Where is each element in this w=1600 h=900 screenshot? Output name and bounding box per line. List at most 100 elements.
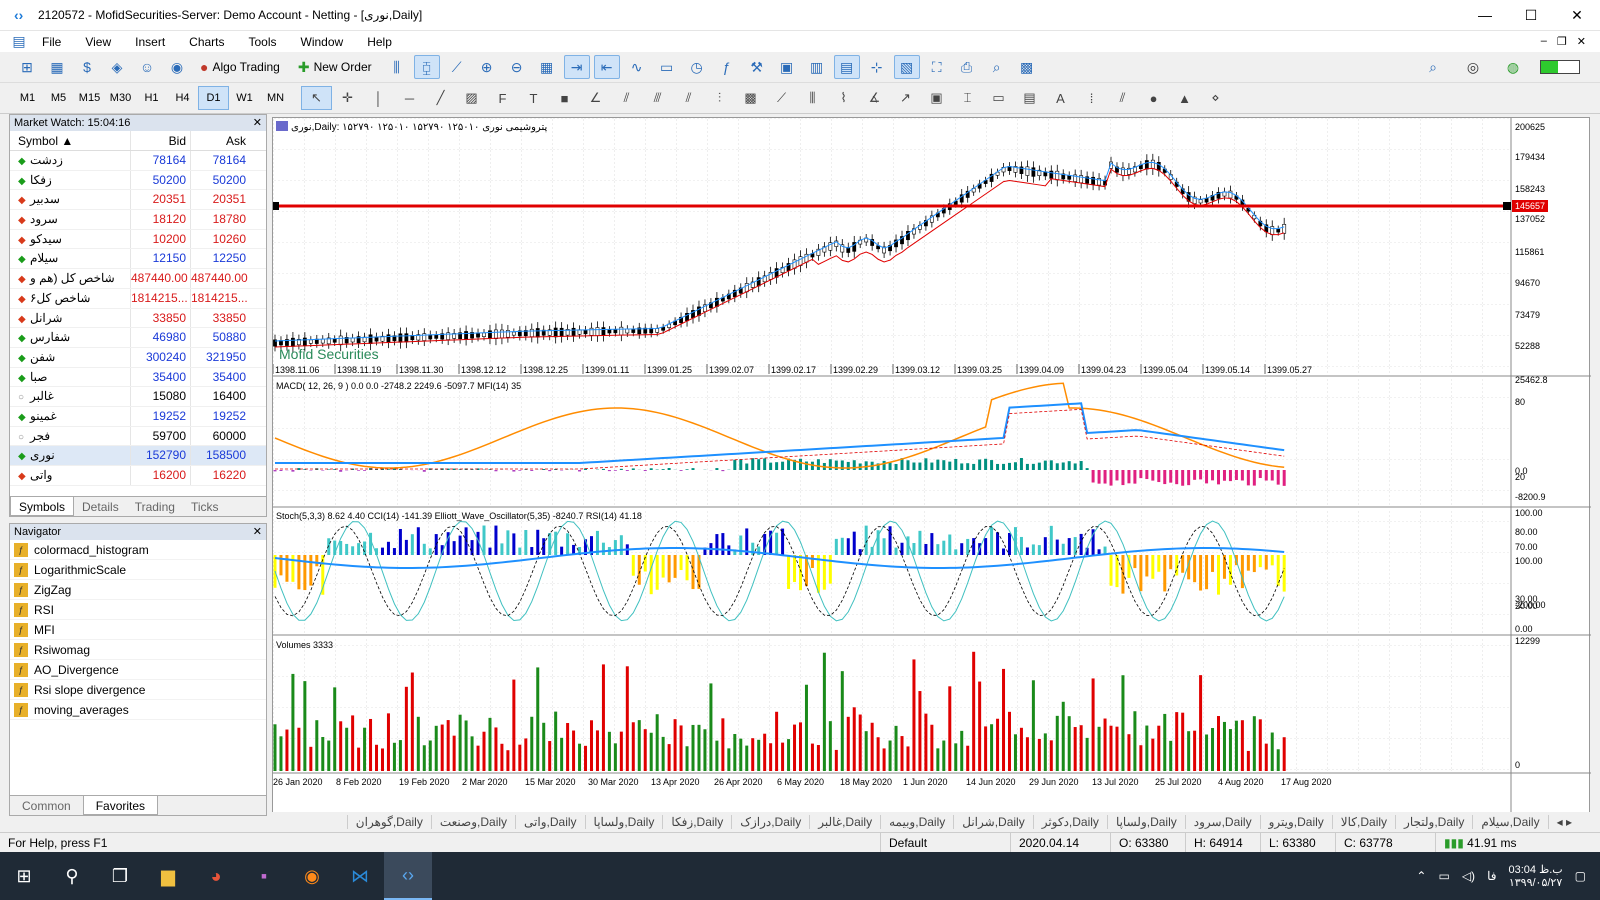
menu-help[interactable]: Help [367,34,392,49]
new-order-button[interactable]: ✚ New Order [297,58,372,75]
fullscreen-icon[interactable]: ⛶ [931,58,942,75]
market-watch-row[interactable]: ◆ غمینو 19252 19252 [10,406,266,427]
more-shapes-icon[interactable]: ⋄ [1211,90,1220,105]
tools-icon[interactable]: ⚒ [750,58,763,75]
navigator-item[interactable]: ƒ ZigZag [10,580,266,600]
chart-tab[interactable]: وبیمه,Daily [880,815,953,829]
chart-tab[interactable]: کالا,Daily [1331,815,1395,829]
zoom-out-icon[interactable]: ⊖ [510,58,523,75]
mdi-restore-icon[interactable]: ❐ [1556,36,1567,48]
algo-trading-button[interactable]: ● Algo Trading [200,59,280,75]
chevron-up-icon[interactable]: ⌃ [1416,869,1427,883]
market-watch-row[interactable]: ◆ زدشت 78164 78164 [10,151,266,171]
navigator-item[interactable]: ƒ colormacd_histogram [10,540,266,560]
market-watch-row[interactable]: ○ غالبر 15080 16400 [10,387,266,407]
mdi-minimize-icon[interactable]: – [1540,35,1547,47]
menu-tools[interactable]: Tools [248,34,277,49]
tab-trading[interactable]: Trading [134,500,175,514]
navigator-item[interactable]: ƒ LogarithmicScale [10,560,266,580]
tile-windows-icon[interactable]: ▦ [539,58,554,75]
market-watch-row[interactable]: ◆ زفکا 50200 50200 [10,170,266,191]
tf-m30[interactable]: M30 [109,92,132,104]
window-layout-icon[interactable]: ▥ [809,58,824,75]
macd-pane[interactable] [273,378,1511,505]
tab-ticks[interactable]: Ticks [190,500,219,514]
zigzag-icon[interactable]: ⌇ [840,90,847,105]
market-watch-row[interactable]: ◆ شفن 300240 321950 [10,347,266,368]
market-watch-row[interactable]: ◆ شفارس 46980 50880 [10,328,266,348]
channel-icon[interactable]: ▨ [465,90,478,105]
tf-w1[interactable]: W1 [236,92,253,104]
frame-icon[interactable]: ▣ [930,90,943,105]
vertical-line-icon[interactable]: │ [374,90,383,106]
market-watch-row[interactable]: ◆ شاخص کل (هم و 487440.00 487440.00 [10,269,266,289]
toolbox-icon[interactable]: ▤ [833,55,860,79]
close-button[interactable]: ✕ [1571,6,1583,23]
navigator-item[interactable]: ƒ moving_averages [10,700,266,720]
crosshair-tool-icon[interactable]: ✛ [342,90,353,105]
language-indicator[interactable]: فا [1487,869,1497,883]
navigator-item[interactable]: ƒ AO_Divergence [10,660,266,680]
trendline-icon[interactable]: ╱ [436,90,445,105]
candlestick-icon[interactable]: ⧮ [413,55,440,79]
chart-tab[interactable]: وصنعت,Daily [430,815,515,829]
lvl-icon[interactable]: ◍ [1506,58,1520,75]
gann-line-icon[interactable]: ⫽ [623,90,630,105]
data-window-icon[interactable]: ◈ [111,58,123,75]
market-watch-row[interactable]: ◆ شاخص کل۶ 1814215... 1814215... [10,288,266,309]
fibo-fan-icon[interactable]: ⫻ [653,90,662,105]
templates-icon[interactable]: ▭ [659,58,674,75]
tab-common[interactable]: Common [22,799,71,813]
search-icon[interactable]: ⌕ [1429,58,1437,75]
strategy-tester-icon[interactable]: ▧ [893,55,920,79]
tf-h4[interactable]: H4 [175,92,190,104]
powershell-icon[interactable]: ▪ [260,865,268,886]
menu-charts[interactable]: Charts [189,34,225,49]
screenshot-icon[interactable]: ▣ [779,58,794,75]
fibo-arc-icon[interactable]: ⫽ [685,90,692,105]
chart-shift-icon[interactable]: ⇤ [593,55,620,79]
menu-insert[interactable]: Insert [135,34,166,49]
col-ask[interactable]: Ask [190,131,250,150]
crosshair-icon[interactable]: ⊹ [870,58,883,75]
metatrader-icon[interactable]: ‹› [384,852,432,900]
tab-favorites[interactable]: Favorites [82,796,159,815]
market-watch-row[interactable]: ◆ سدبیر 20351 20351 [10,190,266,211]
zoom-in-icon[interactable]: ⊕ [480,58,493,75]
navigator-item[interactable]: ƒ Rsi slope divergence [10,680,266,700]
chart-tab[interactable]: دکوثر,Daily [1032,815,1107,829]
tf-d1[interactable]: D1 [198,86,229,110]
navigator-item[interactable]: ƒ RSI [10,600,266,620]
chart-svg[interactable]: 145657 نوری,Daily: ۱۵۲۷۹۰ ۱۲۵۰۱۰ ۱۵۲۷۹۰ … [271,118,1591,815]
experts-icon[interactable]: ƒ [722,59,731,75]
elliott-icon[interactable]: ∠ [589,90,602,105]
market-watch-row[interactable]: ◆ واتی 16200 16220 [10,466,266,486]
cycle-lines-icon[interactable]: ⫼ [809,90,816,105]
chart-tab[interactable]: غالبر,Daily [809,815,880,829]
notification-icon[interactable]: ▢ [1574,869,1586,883]
line-chart-icon[interactable]: ⟋ [451,58,462,75]
clock[interactable]: 03:04 ب.ظ ۱۳۹۹/۰۵/۲۷ [1508,864,1563,889]
chart-tab[interactable]: سرود,Daily [1184,815,1260,829]
angle-icon[interactable]: ∡ [868,90,881,105]
tf-mn[interactable]: MN [266,92,285,104]
chart-tab[interactable]: درازک,Daily [731,815,809,829]
market-watch-row[interactable]: ◆ سیدکو 10200 10260 [10,229,266,250]
navigator-item[interactable]: ƒ MFI [10,620,266,640]
maximize-button[interactable]: ☐ [1524,6,1538,23]
navigator-item[interactable]: ƒ Rsiwomag [10,640,266,660]
chart-tab[interactable]: واتی,Daily [515,815,585,829]
inspect-icon[interactable]: ⌕ [992,58,1001,75]
bitmap-icon[interactable]: ▤ [1023,90,1036,105]
col-bid[interactable]: Bid [130,131,190,150]
search-icon[interactable]: ⚲ [65,865,79,886]
chart-tab[interactable]: ویترو,Daily [1259,815,1332,829]
price-label-icon[interactable]: ⁞ [1089,90,1094,106]
tab-details[interactable]: Details [82,500,119,514]
navigator-icon[interactable]: ☺ [139,59,155,75]
chrome-icon[interactable]: ◕ [210,865,222,886]
tab-symbols[interactable]: Symbols [10,497,75,516]
account-icon[interactable]: ◎ [1466,58,1480,75]
menu-view[interactable]: View [85,34,112,49]
market-watch-row[interactable]: ◆ نوری 152790 158500 [10,446,266,466]
